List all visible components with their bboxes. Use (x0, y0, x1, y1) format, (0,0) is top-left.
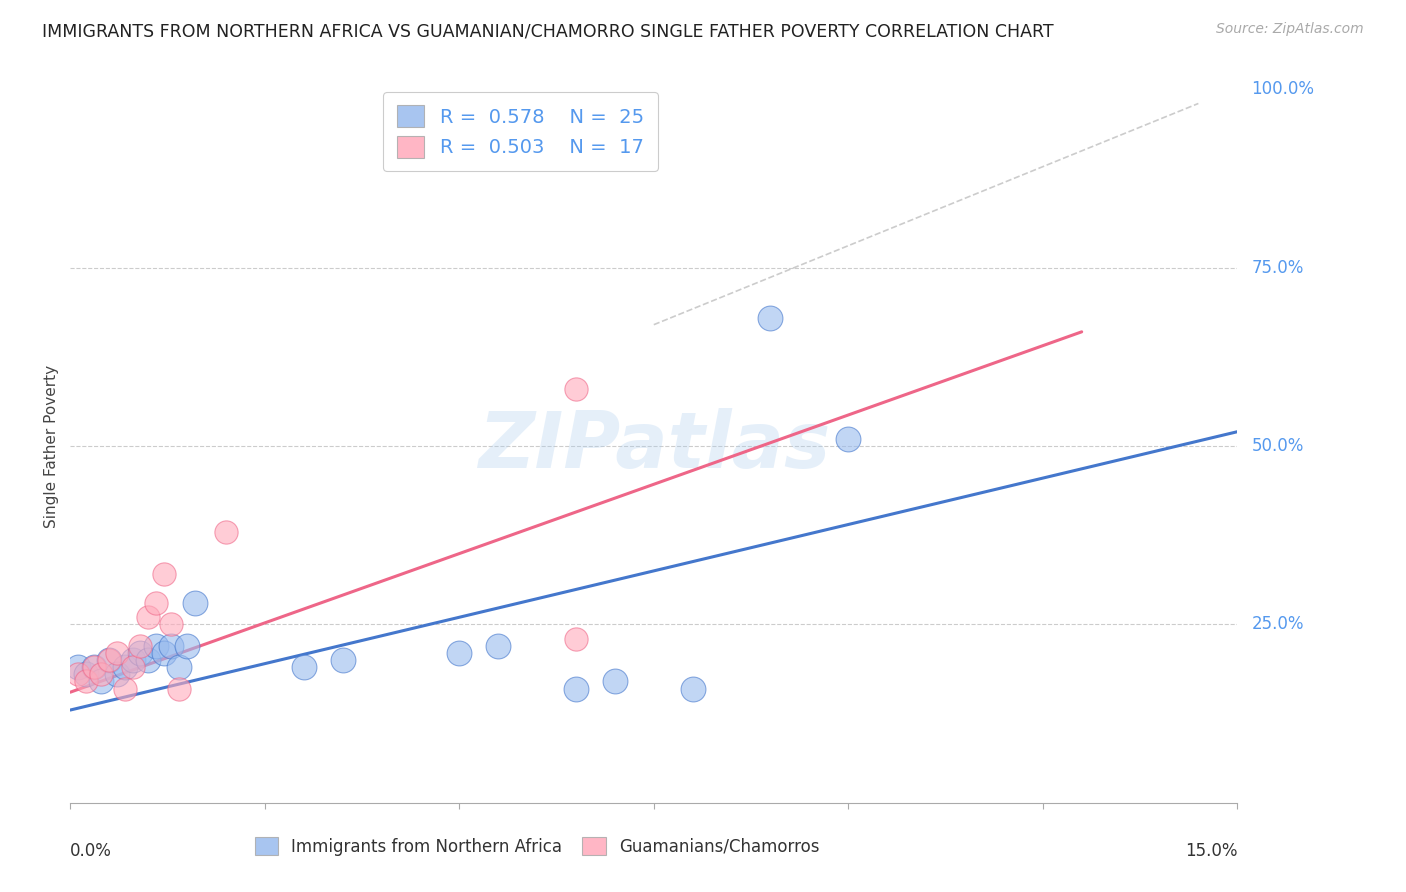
Point (67, 667, 90, 681)
Text: 25.0%: 25.0% (1251, 615, 1303, 633)
Point (105, 646, 128, 660)
Point (75, 667, 97, 681)
Point (449, 646, 471, 660)
Point (486, 639, 509, 653)
Point (160, 639, 183, 653)
Point (67, 660, 90, 674)
Point (759, 310, 782, 325)
Point (83, 660, 105, 674)
Point (121, 653, 143, 667)
Point (682, 681, 704, 696)
Text: ZIPatlas: ZIPatlas (478, 408, 830, 484)
Point (114, 681, 136, 696)
Point (83, 660, 105, 674)
Point (160, 617, 183, 632)
Point (129, 639, 152, 653)
Point (152, 567, 174, 582)
Text: IMMIGRANTS FROM NORTHERN AFRICA VS GUAMANIAN/CHAMORRO SINGLE FATHER POVERTY CORR: IMMIGRANTS FROM NORTHERN AFRICA VS GUAMA… (42, 22, 1054, 40)
Text: 50.0%: 50.0% (1251, 437, 1303, 455)
Point (215, 524, 238, 539)
Point (292, 660, 315, 674)
Point (603, 674, 626, 689)
Point (98, 653, 121, 667)
Point (176, 639, 198, 653)
Point (145, 596, 167, 610)
Text: 0.0%: 0.0% (70, 842, 112, 860)
Point (332, 653, 354, 667)
Point (837, 432, 859, 446)
Point (98, 653, 121, 667)
Point (136, 653, 159, 667)
Point (90, 667, 112, 681)
Point (152, 646, 174, 660)
Text: 100.0%: 100.0% (1251, 80, 1315, 98)
Legend: Immigrants from Northern Africa, Guamanians/Chamorros: Immigrants from Northern Africa, Guamani… (247, 830, 827, 863)
Text: 15.0%: 15.0% (1185, 842, 1237, 860)
Point (565, 681, 588, 696)
Point (184, 596, 207, 610)
Point (167, 660, 190, 674)
Point (129, 646, 152, 660)
Text: Source: ZipAtlas.com: Source: ZipAtlas.com (1216, 22, 1364, 37)
Point (145, 639, 167, 653)
Point (121, 660, 143, 674)
Text: 75.0%: 75.0% (1251, 259, 1303, 277)
Point (565, 632, 588, 646)
Point (565, 382, 588, 396)
Point (105, 667, 128, 681)
Y-axis label: Single Father Poverty: Single Father Poverty (44, 365, 59, 527)
Point (136, 610, 159, 624)
Point (75, 674, 97, 689)
Point (90, 674, 112, 689)
Point (167, 681, 190, 696)
Point (114, 660, 136, 674)
